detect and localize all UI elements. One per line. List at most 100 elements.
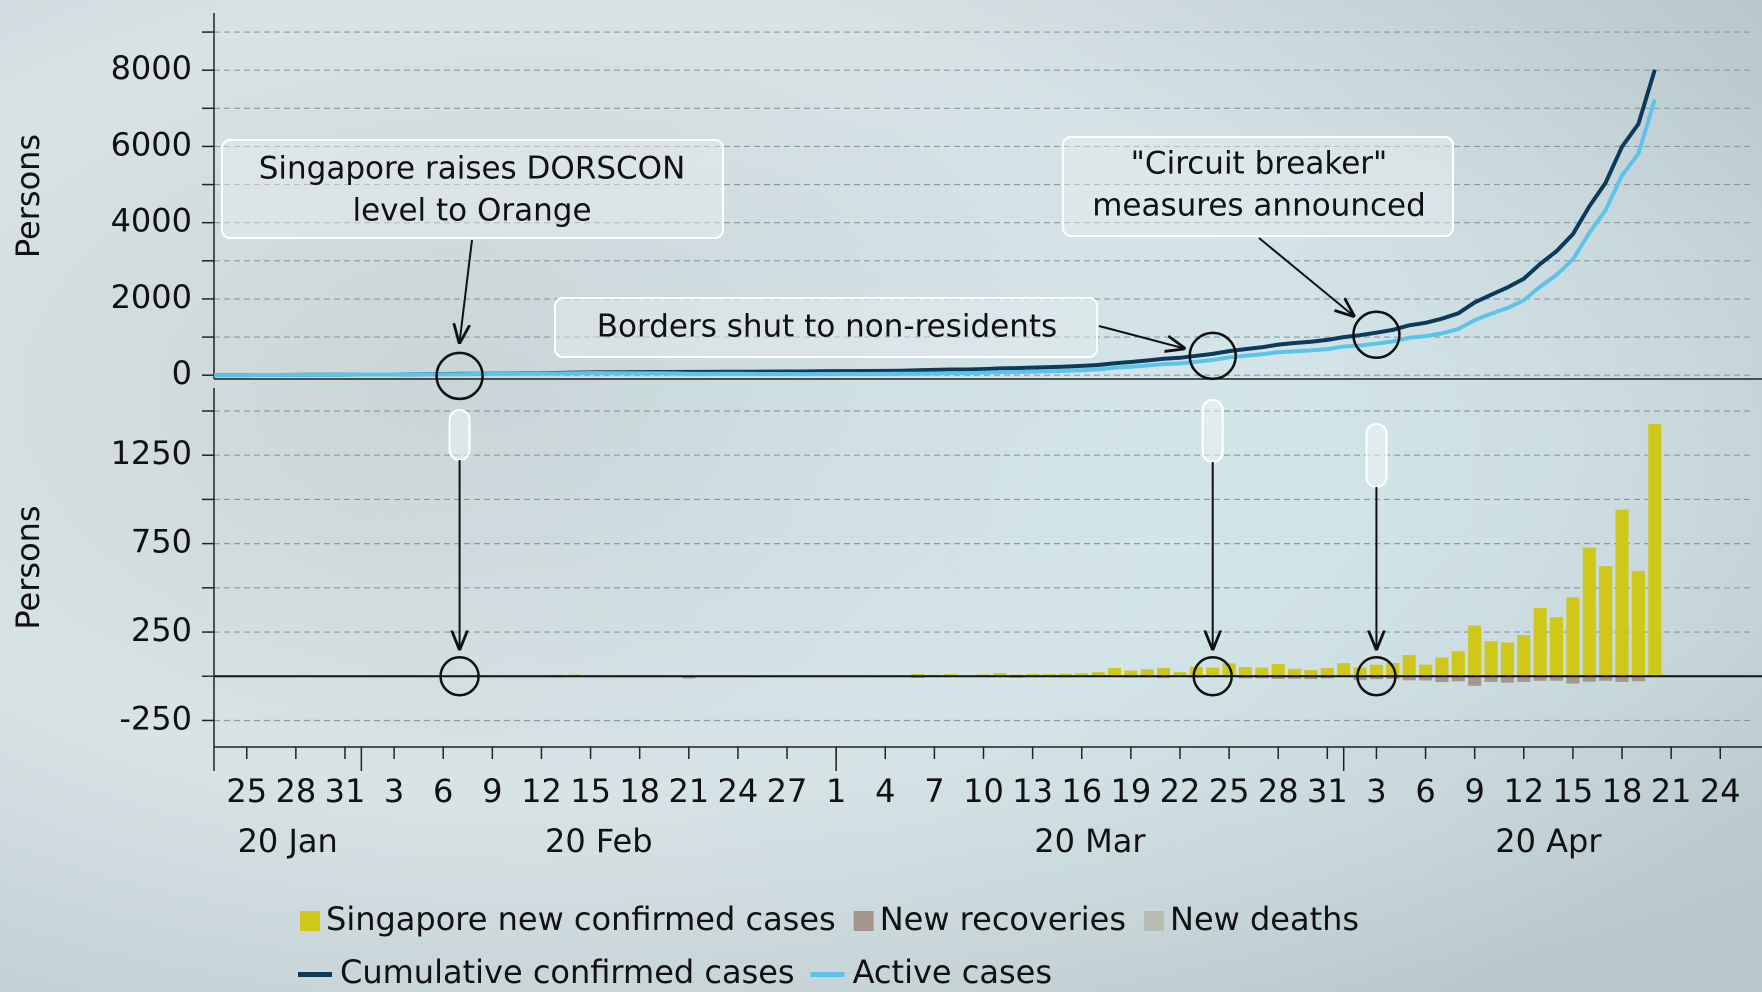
series-line	[214, 98, 1657, 378]
annotation-circle	[435, 351, 484, 401]
bar	[1615, 676, 1629, 682]
bar	[1549, 676, 1564, 681]
x-tick-label: 21	[668, 772, 709, 810]
annotation-circle	[1356, 656, 1397, 697]
bar	[1255, 667, 1269, 677]
month-label: 20 Apr	[1495, 822, 1602, 860]
bar	[1369, 676, 1383, 680]
x-tick-label: 18	[1602, 772, 1643, 810]
bar	[1451, 676, 1465, 682]
bar	[1631, 676, 1645, 682]
bar	[1189, 666, 1203, 677]
bar	[1369, 664, 1383, 677]
bar	[1271, 663, 1285, 677]
annotation-circle	[439, 656, 480, 697]
y-tick-label: -250	[119, 699, 192, 737]
annotation-text: measures announced	[1092, 188, 1426, 224]
bar	[1549, 617, 1564, 677]
x-tick-label: 16	[1061, 772, 1102, 810]
bar	[944, 674, 958, 677]
month-label: 20 Feb	[545, 822, 653, 860]
bar	[1419, 664, 1433, 677]
x-tick-label: 18	[619, 772, 660, 810]
bar	[1484, 641, 1498, 677]
x-tick-label: 6	[1415, 772, 1435, 810]
legend-swatch	[300, 911, 320, 931]
y-tick-label: 2000	[111, 278, 192, 316]
bar	[1582, 547, 1596, 677]
x-tick-label: 6	[433, 772, 453, 810]
x-tick-label: 24	[718, 772, 759, 810]
bar	[1468, 625, 1482, 677]
bar	[1337, 663, 1351, 677]
bar	[682, 676, 696, 679]
legend-label: Singapore new confirmed cases	[326, 900, 836, 938]
x-tick-label: 25	[226, 772, 267, 810]
annotation-circle	[1188, 331, 1237, 381]
annotation-pill	[448, 409, 471, 461]
x-tick-label: 7	[924, 772, 944, 810]
x-tick-label: 25	[1209, 772, 1250, 810]
legend-label: New deaths	[1170, 900, 1359, 938]
bar	[1042, 674, 1056, 677]
x-tick-label: 28	[276, 772, 317, 810]
y-tick-label: 6000	[111, 125, 192, 163]
annotation-circle	[1192, 656, 1233, 697]
bar	[1451, 651, 1465, 677]
bar	[1615, 509, 1629, 677]
bar	[1648, 424, 1662, 677]
y-tick-label: 8000	[111, 49, 192, 87]
bar	[1304, 676, 1318, 680]
bar	[1091, 672, 1105, 677]
legend-swatch	[298, 972, 332, 977]
month-label: 20 Jan	[238, 822, 338, 860]
bar	[1271, 676, 1285, 679]
annotation-pill	[1201, 399, 1224, 463]
bar	[1517, 635, 1531, 677]
bar	[1238, 667, 1253, 677]
x-tick-label: 4	[875, 772, 895, 810]
bar	[1304, 670, 1318, 677]
legend-swatch	[1144, 911, 1165, 931]
x-tick-label: 9	[482, 772, 502, 810]
annotation-pill	[1365, 423, 1388, 488]
bar	[1353, 667, 1367, 677]
bar	[1566, 676, 1580, 684]
x-tick-label: 10	[963, 772, 1004, 810]
y-tick-label: 4000	[111, 202, 192, 240]
bar	[1026, 673, 1040, 677]
bar	[1075, 673, 1089, 677]
bar	[911, 673, 925, 677]
x-tick-label: 15	[570, 772, 611, 810]
y-tick-label: 250	[131, 611, 192, 649]
bar	[1320, 667, 1334, 677]
bar	[1435, 657, 1449, 677]
bar	[1173, 672, 1187, 677]
x-tick-label: 1	[826, 772, 846, 810]
annotation-text: "Circuit breaker"	[1131, 146, 1388, 182]
bar	[1582, 676, 1596, 682]
y-axis-label: Persons	[9, 505, 47, 629]
annotation-arrow	[1258, 237, 1353, 316]
bar	[1599, 566, 1613, 677]
bar	[1484, 676, 1498, 682]
bar	[1402, 655, 1416, 677]
bar	[1468, 676, 1482, 686]
annotation-box	[554, 297, 1098, 358]
bar	[1517, 676, 1531, 682]
bar	[1533, 676, 1547, 681]
annotation-text: Singapore raises DORSCON	[259, 151, 686, 187]
annotation-arrow	[460, 239, 473, 342]
y-axis-label: Persons	[9, 134, 47, 258]
x-tick-label: 22	[1160, 772, 1201, 810]
annotation-text: Borders shut to non-residents	[597, 309, 1057, 345]
bar	[1386, 676, 1400, 679]
x-tick-label: 12	[1503, 772, 1544, 810]
x-tick-label: 12	[521, 772, 562, 810]
bar	[1533, 607, 1547, 677]
y-tick-label: 0	[172, 354, 192, 392]
bar	[1140, 669, 1154, 677]
